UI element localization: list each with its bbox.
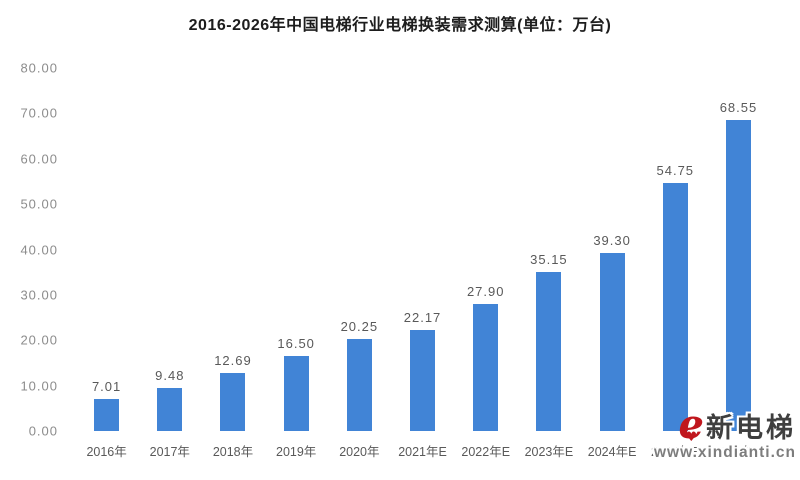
bar-value-label: 9.48 xyxy=(155,368,185,383)
y-axis-tick-label: 20.00 xyxy=(20,332,58,348)
x-axis-label: 2024年E xyxy=(587,445,637,459)
bar-group: 7.01 xyxy=(75,68,138,431)
watermark-brand-row: e ♥ 新电梯 xyxy=(654,400,796,448)
xindianti-logo-icon: e ♥ xyxy=(678,400,704,448)
x-axis-label: 2019年 xyxy=(276,445,317,459)
watermark-url: www.xindianti.cn xyxy=(653,443,796,461)
y-axis-tick-label: 70.00 xyxy=(20,105,58,121)
bar-group: 22.17 xyxy=(391,68,454,431)
x-axis-label: 2017年 xyxy=(149,445,190,459)
x-axis: 2016年 2017年 2018年 2019年 2020年 2021年E 2022年E 202… xyxy=(75,441,770,460)
bar xyxy=(94,399,120,431)
y-axis-tick-label: 40.00 xyxy=(20,242,58,257)
bar-value-label: 27.90 xyxy=(466,284,505,300)
bar xyxy=(536,271,562,431)
heart-icon: ♥ xyxy=(685,430,698,446)
bar xyxy=(473,304,499,431)
bar-value-label: 12.69 xyxy=(214,353,252,369)
y-axis-tick-label: 60.00 xyxy=(20,151,58,167)
bar xyxy=(220,373,246,431)
watermark-brand-text: 新电梯 xyxy=(706,412,796,443)
x-axis-label: 2023年E xyxy=(524,445,574,459)
y-axis-tick-label: 10.00 xyxy=(20,378,58,394)
bar-group: 54.75 xyxy=(644,68,707,431)
bar-group: 12.69 xyxy=(201,68,264,431)
y-axis-tick-label: 80.00 xyxy=(20,60,58,76)
y-axis-tick-label: 30.00 xyxy=(20,287,58,303)
plot-area: 7.01 9.48 12.69 16.50 20.25 22.17 27.90 35.15 39… xyxy=(75,68,770,431)
bar-group: 27.90 xyxy=(454,68,517,431)
y-axis-tick-label: 50.00 xyxy=(20,196,58,212)
bar xyxy=(283,356,309,431)
bar-value-label: 54.75 xyxy=(656,162,695,178)
bar xyxy=(725,120,751,431)
bar xyxy=(346,339,372,431)
x-axis-label: 2021年E xyxy=(398,445,447,459)
bar-value-label: 20.25 xyxy=(340,319,379,335)
bar xyxy=(157,388,183,431)
bar-group: 9.48 xyxy=(138,68,201,431)
x-axis-label: 2020年 xyxy=(339,445,380,459)
bar-value-label: 39.30 xyxy=(593,232,631,248)
x-axis-label: 2018年 xyxy=(212,445,254,459)
x-axis-label: 2016年 xyxy=(86,445,127,459)
bar-group: 39.30 xyxy=(581,68,644,431)
bar-value-label: 35.15 xyxy=(530,251,568,267)
bar-value-label: 68.55 xyxy=(719,100,758,115)
x-axis-label: 2026年E xyxy=(714,445,763,459)
bar-value-label: 16.50 xyxy=(277,336,315,352)
bar-value-label: 7.01 xyxy=(91,379,122,395)
bar-group: 35.15 xyxy=(517,68,580,431)
bar-value-label: 22.17 xyxy=(403,310,442,326)
x-axis-label: 2025年E xyxy=(650,445,700,459)
x-axis-label: 2022年E xyxy=(461,445,511,459)
bar xyxy=(410,330,436,431)
bar xyxy=(662,182,688,431)
y-axis: 80.00 70.00 60.00 50.00 40.00 30.00 20.00 10.00… xyxy=(0,61,58,439)
y-axis-tick-label: 0.00 xyxy=(28,423,58,439)
bar-group: 20.25 xyxy=(328,68,391,431)
xindianti-watermark: e ♥ 新电梯 www.xindianti.cn xyxy=(653,400,796,461)
bar-group: 68.55 xyxy=(707,68,770,431)
bar xyxy=(599,252,625,431)
bar-group: 16.50 xyxy=(265,68,328,431)
chart-title: 2016-2026年中国电梯行业电梯换装需求测算(单位：万台) xyxy=(188,17,612,34)
